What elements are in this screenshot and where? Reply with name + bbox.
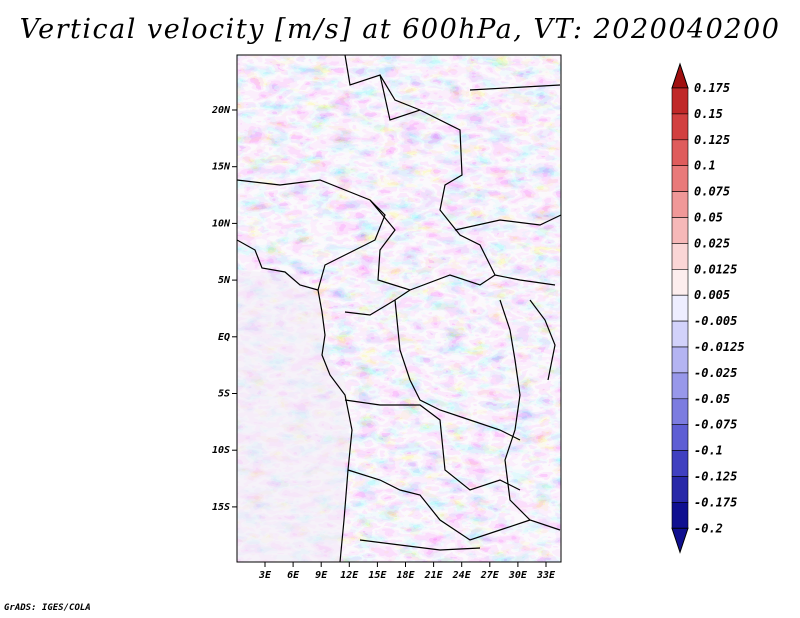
lon-label: 33E bbox=[536, 570, 556, 581]
longitude-axis: 3E 6E 9E 12E 15E 18E 21E 24E 27E 30E 33E bbox=[258, 562, 556, 581]
colorbar-label: -0.025 bbox=[694, 366, 737, 380]
colorbar-bottom-arrow bbox=[671, 527, 689, 554]
lat-label: 15N bbox=[212, 162, 231, 173]
lat-label: 5N bbox=[218, 275, 231, 286]
lat-label: 20N bbox=[211, 105, 231, 116]
colorbar-top-arrow bbox=[671, 62, 689, 89]
lon-label: 24E bbox=[452, 570, 472, 581]
colorbar-label: 0.175 bbox=[694, 81, 730, 95]
lat-label: 10S bbox=[212, 445, 230, 456]
lon-label: 3E bbox=[258, 570, 272, 581]
colorbar-swatch bbox=[671, 87, 689, 115]
lon-label: 6E bbox=[287, 570, 300, 581]
colorbar-label: 0.1 bbox=[694, 159, 716, 173]
colorbar-swatch bbox=[671, 139, 689, 167]
colorbar-label: 0.025 bbox=[694, 236, 730, 250]
lat-label: 10N bbox=[212, 218, 231, 229]
colorbar-swatch bbox=[671, 372, 689, 400]
colorbar-label: 0.125 bbox=[694, 133, 730, 147]
colorbar-swatch bbox=[671, 502, 689, 529]
colorbar-label: -0.075 bbox=[694, 418, 737, 432]
colorbar-swatch bbox=[671, 398, 689, 425]
lon-label: 15E bbox=[368, 570, 387, 581]
colorbar-label: -0.1 bbox=[694, 444, 723, 458]
colorbar-label: 0.075 bbox=[694, 185, 730, 199]
colorbar-swatch bbox=[671, 424, 689, 451]
colorbar-label: 0.15 bbox=[694, 107, 723, 121]
lat-label: 15S bbox=[212, 502, 230, 513]
colorbar-label: 0.005 bbox=[694, 288, 730, 302]
colorbar-label: -0.175 bbox=[694, 495, 737, 509]
lat-label: 5S bbox=[218, 389, 230, 400]
colorbar: 0.175 0.15 0.125 0.1 0.075 0.05 0.025 0.0125 0.0… bbox=[671, 62, 745, 554]
country-borders bbox=[237, 55, 561, 562]
lon-label: 12E bbox=[340, 570, 359, 581]
colorbar-swatch bbox=[671, 268, 689, 296]
colorbar-swatch bbox=[671, 294, 689, 322]
colorbar-label: -0.2 bbox=[694, 521, 723, 535]
plot-frame bbox=[236, 54, 562, 563]
colorbar-swatch bbox=[671, 346, 689, 374]
colorbar-swatch bbox=[671, 476, 689, 503]
lat-label: EQ bbox=[218, 332, 230, 343]
colorbar-label: 0.0125 bbox=[694, 262, 737, 276]
grads-credit: GrADS: IGES/COLA bbox=[4, 603, 91, 613]
colorbar-swatch bbox=[671, 217, 689, 244]
colorbar-label: 0.05 bbox=[694, 211, 723, 225]
lon-label: 21E bbox=[424, 570, 444, 581]
latitude-axis: 20N 15N 10N 5N EQ 5S 10S 15S bbox=[211, 105, 237, 513]
map-title: Vertical velocity [m/s] at 600hPa, VT: 2… bbox=[19, 14, 781, 45]
colorbar-swatch bbox=[671, 113, 689, 141]
colorbar-swatch bbox=[671, 243, 689, 270]
colorbar-label: -0.005 bbox=[694, 314, 737, 328]
colorbar-swatch bbox=[671, 191, 689, 218]
colorbar-swatch bbox=[671, 165, 689, 192]
colorbar-label: -0.0125 bbox=[694, 340, 745, 354]
lon-label: 27E bbox=[480, 570, 500, 581]
lon-label: 30E bbox=[508, 570, 528, 581]
lon-label: 9E bbox=[315, 570, 328, 581]
colorbar-label: -0.05 bbox=[694, 392, 730, 406]
colorbar-swatch bbox=[671, 450, 689, 477]
colorbar-swatch bbox=[671, 320, 689, 348]
map-figure: 20N 15N 10N 5N EQ 5S 10S 15S 3E 6E 9E 12E 15E 18E 21E… bbox=[211, 54, 745, 581]
colorbar-label: -0.125 bbox=[694, 470, 737, 484]
lon-label: 18E bbox=[396, 570, 415, 581]
